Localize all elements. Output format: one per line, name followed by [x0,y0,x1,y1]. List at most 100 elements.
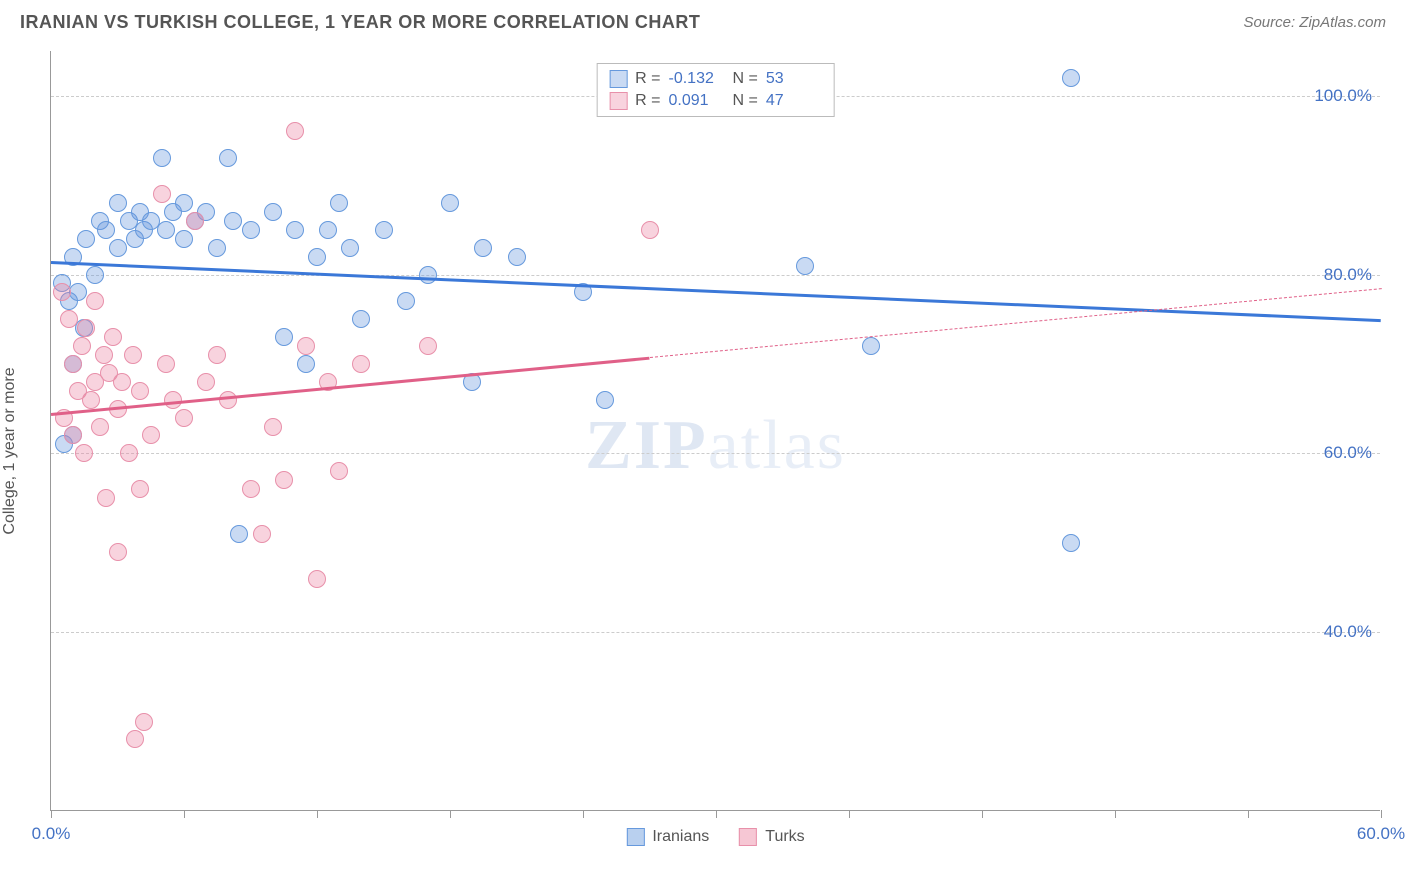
x-tick [1381,810,1382,818]
trendline-extrapolated [649,288,1381,358]
scatter-point [77,230,95,248]
scatter-point [77,319,95,337]
n-label: N = [733,92,758,110]
n-value: 47 [766,92,822,110]
scatter-point [264,203,282,221]
scatter-point [186,212,204,230]
r-value: -0.132 [669,70,725,88]
scatter-point [208,346,226,364]
scatter-point [286,122,304,140]
scatter-point [91,418,109,436]
x-tick-label: 60.0% [1357,824,1405,844]
scatter-point [73,337,91,355]
scatter-point [197,373,215,391]
scatter-point [142,426,160,444]
scatter-point [508,248,526,266]
scatter-point [275,471,293,489]
n-value: 53 [766,70,822,88]
scatter-point [153,185,171,203]
scatter-point [175,409,193,427]
scatter-point [796,257,814,275]
scatter-point [53,283,71,301]
x-tick [1115,810,1116,818]
x-tick [450,810,451,818]
scatter-point [219,149,237,167]
y-tick-label: 100.0% [1314,86,1372,106]
scatter-point [164,391,182,409]
gridline [51,632,1380,633]
scatter-point [308,570,326,588]
legend-swatch [609,70,627,88]
scatter-point [153,149,171,167]
x-tick [51,810,52,818]
x-tick-label: 0.0% [32,824,71,844]
scatter-point [208,239,226,257]
scatter-point [1062,534,1080,552]
x-tick [184,810,185,818]
x-tick [849,810,850,818]
y-tick-label: 80.0% [1324,265,1372,285]
legend-series: Iranians Turks [626,828,804,846]
x-tick [982,810,983,818]
r-value: 0.091 [669,92,725,110]
gridline [51,275,1380,276]
legend-swatch [626,828,644,846]
scatter-point [157,355,175,373]
scatter-point [104,328,122,346]
x-tick [716,810,717,818]
legend-stats-row: R = 0.091 N = 47 [609,90,822,112]
scatter-point [60,310,78,328]
legend-label: Turks [765,828,804,846]
scatter-point [1062,69,1080,87]
scatter-point [264,418,282,436]
legend-swatch [609,92,627,110]
watermark-bold: ZIP [585,407,708,484]
scatter-point [109,194,127,212]
y-axis-label: College, 1 year or more [1,367,19,534]
scatter-point [441,194,459,212]
legend-stats-row: R =-0.132N =53 [609,68,822,90]
watermark-light: atlas [708,407,846,484]
scatter-point [175,194,193,212]
chart-container: College, 1 year or more ZIPatlas 40.0%60… [20,41,1386,861]
scatter-point [97,489,115,507]
scatter-point [82,391,100,409]
scatter-point [352,310,370,328]
r-label: R = [635,70,660,88]
x-tick [583,810,584,818]
scatter-point [131,480,149,498]
scatter-point [419,337,437,355]
legend-label: Iranians [652,828,709,846]
scatter-point [157,221,175,239]
scatter-point [297,355,315,373]
watermark: ZIPatlas [585,406,846,486]
legend-item: Iranians [626,828,709,846]
r-label: R = [635,92,660,110]
scatter-point [75,444,93,462]
x-tick [317,810,318,818]
scatter-point [297,337,315,355]
scatter-point [64,426,82,444]
legend-item: Turks [739,828,804,846]
scatter-point [124,346,142,364]
scatter-point [120,444,138,462]
scatter-point [341,239,359,257]
scatter-point [286,221,304,239]
scatter-point [175,230,193,248]
scatter-point [641,221,659,239]
scatter-point [253,525,271,543]
scatter-point [69,283,87,301]
scatter-point [308,248,326,266]
scatter-point [242,221,260,239]
y-tick-label: 40.0% [1324,622,1372,642]
scatter-point [397,292,415,310]
scatter-point [230,525,248,543]
x-tick [1248,810,1249,818]
scatter-point [135,713,153,731]
scatter-point [86,292,104,310]
chart-title: IRANIAN VS TURKISH COLLEGE, 1 YEAR OR MO… [20,12,700,33]
scatter-point [242,480,260,498]
scatter-point [330,462,348,480]
scatter-point [95,346,113,364]
y-tick-label: 60.0% [1324,443,1372,463]
